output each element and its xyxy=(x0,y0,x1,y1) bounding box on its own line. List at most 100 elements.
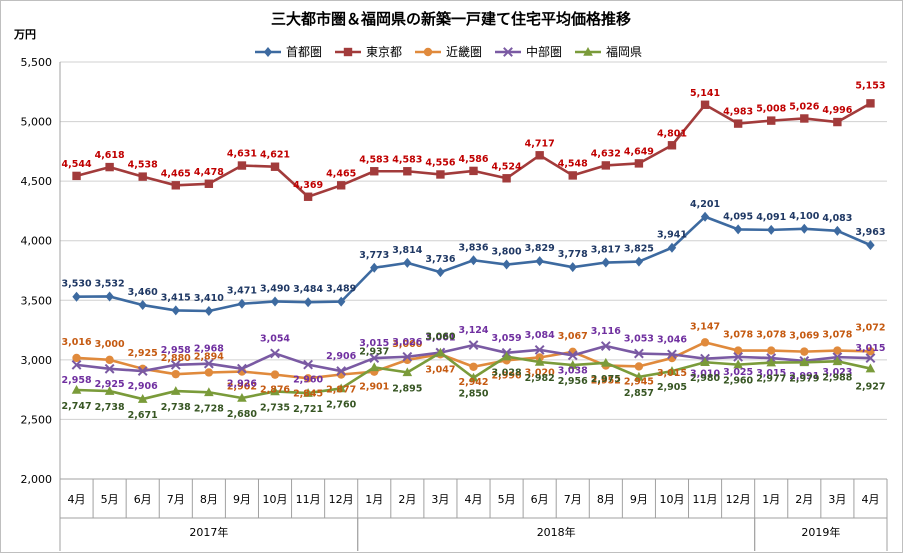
data-point xyxy=(402,351,413,362)
data-label: 3,532 xyxy=(95,278,125,289)
data-label: 2,902 xyxy=(227,382,257,393)
data-label: 4,100 xyxy=(789,211,819,222)
data-point xyxy=(171,369,180,379)
data-point xyxy=(865,363,876,373)
data-label: 2,960 xyxy=(723,376,753,387)
data-label: 2,996 xyxy=(492,370,522,381)
data-label: 3,530 xyxy=(62,279,92,290)
data-point xyxy=(170,386,181,395)
x-tick-label: 9月 xyxy=(630,493,648,506)
data-label: 4,631 xyxy=(227,149,257,160)
axes: 2,000 2,500 3,000 3,500 4,000 4,500 5,000 5,500… xyxy=(21,56,888,551)
data-point xyxy=(766,357,777,367)
x-tick-label: 4月 xyxy=(68,493,86,506)
data-label: 3,800 xyxy=(492,247,522,258)
x-tick-label: 5月 xyxy=(101,493,119,506)
y-tick-label: 4,500 xyxy=(21,175,53,188)
data-point xyxy=(700,100,710,109)
data-label: 4,618 xyxy=(95,150,125,161)
data-label: 4,717 xyxy=(525,138,555,149)
data-point xyxy=(105,291,114,302)
data-point xyxy=(171,181,180,190)
data-point xyxy=(601,161,611,170)
y-tick-label: 3,000 xyxy=(21,354,53,367)
series-lines xyxy=(71,99,876,403)
data-label: 3,778 xyxy=(558,249,588,260)
data-point xyxy=(833,117,842,127)
data-label: 3,059 xyxy=(492,333,522,344)
data-label: 3,038 xyxy=(558,365,588,376)
data-point xyxy=(170,359,181,370)
data-label: 3,053 xyxy=(624,334,654,345)
data-label: 3,814 xyxy=(392,245,422,256)
data-label: 5,026 xyxy=(789,101,819,112)
data-label: 3,000 xyxy=(95,339,125,350)
data-point xyxy=(833,346,842,355)
data-point xyxy=(303,374,313,383)
data-label: 2,680 xyxy=(227,409,257,420)
x-tick-label: 10月 xyxy=(263,493,288,506)
data-label: 4,538 xyxy=(128,160,158,171)
data-point xyxy=(237,161,247,170)
data-label: 4,478 xyxy=(194,167,224,178)
data-point xyxy=(534,344,545,355)
data-label: 2,927 xyxy=(855,382,885,393)
data-point xyxy=(423,47,433,57)
data-label: 3,015 xyxy=(359,338,389,349)
data-point xyxy=(832,356,843,366)
data-label: 2,960 xyxy=(293,375,323,386)
legend-label: 中部圏 xyxy=(526,44,562,59)
data-label: 3,016 xyxy=(62,337,92,348)
data-label: 2,857 xyxy=(624,388,654,399)
data-label: 3,484 xyxy=(293,284,323,295)
data-point xyxy=(502,174,511,183)
x-tick-label: 1月 xyxy=(762,493,780,506)
data-point xyxy=(733,359,743,369)
data-point xyxy=(866,99,875,108)
x-tick-label: 10月 xyxy=(659,493,684,506)
data-point xyxy=(403,257,412,268)
data-point xyxy=(403,167,412,176)
data-point xyxy=(171,305,180,316)
legend-item: 首都圏 xyxy=(255,45,322,59)
data-label: 4,465 xyxy=(161,168,191,179)
data-label: 5,153 xyxy=(855,80,885,91)
data-label: 4,586 xyxy=(458,154,488,165)
data-point xyxy=(469,255,478,266)
data-label: 4,996 xyxy=(822,105,852,116)
data-point xyxy=(303,388,313,397)
data-point xyxy=(105,355,114,365)
x-tick-label: 3月 xyxy=(431,493,449,506)
data-label: 3,026 xyxy=(392,337,422,348)
x-tick-label: 3月 xyxy=(828,493,846,506)
data-point xyxy=(270,296,280,307)
data-point xyxy=(369,362,380,372)
data-point xyxy=(833,225,842,236)
data-label: 3,067 xyxy=(558,331,588,342)
data-point xyxy=(270,370,280,379)
data-label: 2,906 xyxy=(128,381,158,392)
data-label: 2,926 xyxy=(227,379,257,390)
data-label: 3,736 xyxy=(425,254,455,265)
data-label: 2,980 xyxy=(690,373,720,384)
data-point xyxy=(567,350,578,361)
data-label: 3,116 xyxy=(591,326,621,337)
data-label: 3,020 xyxy=(525,367,555,378)
data-point xyxy=(800,114,809,123)
data-point xyxy=(469,362,478,371)
data-point xyxy=(469,166,478,176)
data-label: 4,091 xyxy=(756,212,786,223)
data-label: 2,671 xyxy=(128,410,158,421)
data-label: 4,201 xyxy=(690,199,720,210)
data-point xyxy=(667,366,677,375)
data-point xyxy=(700,211,710,222)
data-label: 3,054 xyxy=(260,333,290,344)
data-label: 3,072 xyxy=(855,322,885,333)
data-point xyxy=(583,47,593,56)
series xyxy=(72,338,875,383)
data-label: 3,000 xyxy=(392,339,422,350)
data-label: 4,583 xyxy=(392,154,422,165)
data-label: 4,649 xyxy=(624,146,654,157)
data-label: 2,975 xyxy=(591,374,621,385)
data-point xyxy=(203,358,214,369)
